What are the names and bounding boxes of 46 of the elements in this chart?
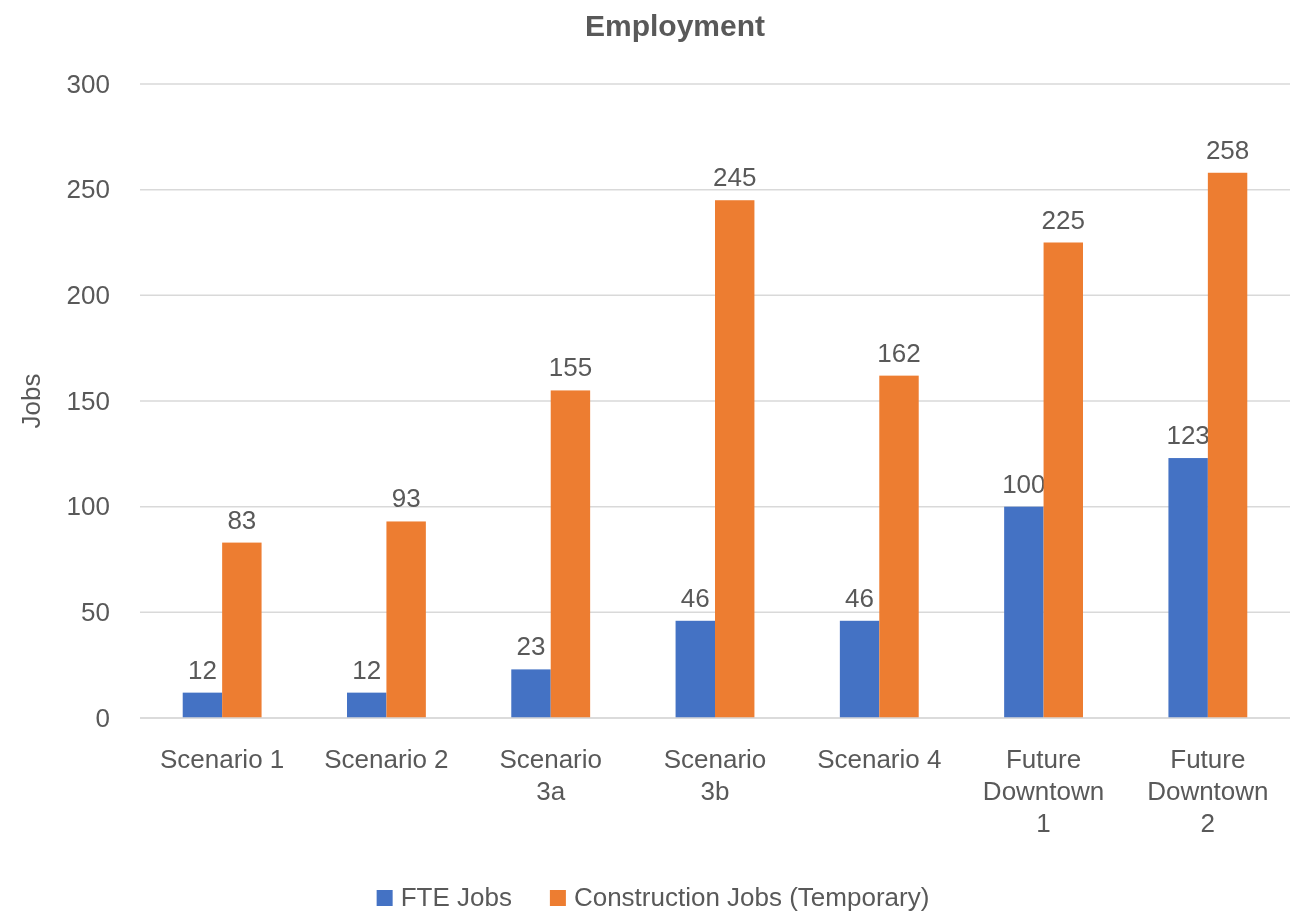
bar (222, 542, 262, 718)
bar (550, 390, 591, 718)
data-label: 123 (1166, 420, 1210, 451)
bar (1043, 242, 1083, 718)
x-tick-label: Scenario 2 (324, 744, 449, 774)
data-label: 46 (845, 582, 875, 613)
bar (386, 521, 426, 718)
data-label: 12 (187, 654, 217, 685)
bar (1004, 506, 1044, 718)
x-tick-label: Future Downtown 1 (982, 744, 1105, 838)
x-tick-label: Scenario 1 (159, 744, 285, 774)
y-tick-label: 300 (66, 68, 110, 99)
data-label: 245 (713, 162, 757, 193)
data-label: 155 (548, 352, 593, 383)
data-label: 93 (391, 483, 421, 514)
bar (1207, 172, 1248, 718)
bar (347, 692, 387, 718)
legend-label: FTE Jobs (400, 882, 512, 912)
x-tick-label: Scenario 3a (499, 744, 603, 806)
data-label: 258 (1205, 134, 1250, 165)
bar (182, 692, 223, 718)
bar (879, 375, 919, 718)
bar (675, 620, 715, 718)
data-label: 12 (352, 654, 382, 685)
data-label: 100 (1002, 468, 1046, 499)
bar (511, 669, 551, 718)
y-tick-label: 100 (66, 491, 110, 522)
y-axis-title: Jobs (16, 373, 46, 429)
x-tick-label: Scenario 3b (663, 744, 767, 806)
bar (715, 200, 755, 718)
x-tick-label: Future Downtown 2 (1147, 744, 1269, 838)
chart-title: Employment (584, 9, 766, 42)
data-label: 83 (227, 504, 257, 535)
bar (839, 620, 880, 718)
legend-label: Construction Jobs (Temporary) (573, 882, 930, 912)
y-tick-label: 0 (95, 702, 110, 733)
data-label: 225 (1041, 204, 1085, 235)
y-tick-label: 50 (81, 597, 110, 628)
x-tick-label: Scenario 4 (817, 744, 942, 774)
data-label: 46 (680, 582, 710, 613)
data-label: 23 (516, 631, 546, 662)
y-tick-label: 150 (66, 385, 110, 416)
bar (1168, 458, 1208, 718)
y-tick-label: 250 (66, 174, 110, 205)
data-label: 162 (877, 337, 921, 368)
y-tick-label: 200 (66, 280, 110, 311)
